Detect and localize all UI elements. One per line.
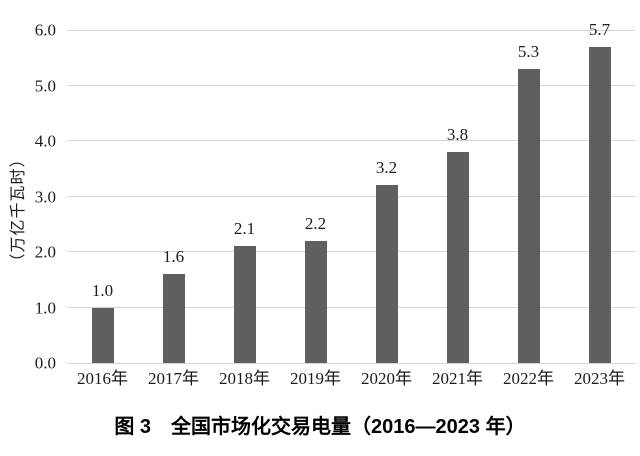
bar-2019年: 2.2	[304, 215, 327, 363]
bar-value-label: 2.2	[304, 213, 327, 233]
y-tick-label: 4.0	[34, 131, 56, 151]
x-axis-tick-labels: 2016年 2017年 2018年 2019年 2020年 2021年 2022年 2023年	[67, 368, 635, 392]
bar-value-label: 1.0	[91, 280, 114, 300]
y-tick-label: 1.0	[34, 298, 56, 317]
y-tick-label: 3.0	[34, 187, 56, 206]
y-tick-label: 5.0	[34, 76, 56, 95]
gridline	[67, 140, 635, 142]
gridline	[67, 362, 635, 364]
x-tick-label: 2018年	[219, 369, 270, 388]
bar-value-label: 2.1	[233, 219, 256, 239]
bar-value-label: 3.2	[375, 158, 398, 178]
x-tick-label: 2016年	[77, 369, 128, 388]
bar-value-label: 5.7	[588, 19, 611, 39]
gridline	[67, 29, 635, 31]
y-tick-label: 0.0	[34, 353, 56, 373]
y-axis-tick-labels: 0.0 1.0 2.0 3.0 4.0 5.0 6.0	[0, 22, 56, 372]
bar-2017年: 1.6	[162, 248, 185, 363]
gridline	[67, 84, 635, 86]
gridline	[67, 307, 635, 308]
x-tick-label: 2019年	[290, 369, 341, 388]
bar-2016年: 1.0	[91, 282, 114, 363]
bar-2023年: 5.7	[588, 21, 611, 363]
plot-area: 1.0 1.6 2.1 2.2 3.2 3.8 5.3 5.7	[67, 21, 635, 364]
bar-2021年: 3.8	[446, 126, 469, 363]
y-tick-label: 6.0	[34, 20, 56, 40]
chart-caption: 图 3 全国市场化交易电量（2016—2023 年）	[114, 416, 526, 438]
x-tick-label: 2022年	[503, 369, 554, 388]
x-tick-label: 2021年	[432, 369, 483, 388]
bar-value-label: 1.6	[162, 247, 185, 267]
gridline	[67, 196, 635, 197]
bar-2022年: 5.3	[517, 43, 540, 363]
y-tick-label: 2.0	[34, 242, 56, 262]
bar-value-label: 3.8	[446, 125, 469, 145]
bar-2018年: 2.1	[233, 220, 256, 363]
gridline	[67, 251, 635, 253]
x-tick-label: 2020年	[361, 369, 412, 388]
bar-2020年: 3.2	[375, 159, 398, 363]
x-tick-label: 2017年	[148, 369, 199, 388]
x-tick-label: 2023年	[574, 369, 625, 388]
bar-value-label: 5.3	[517, 41, 540, 61]
